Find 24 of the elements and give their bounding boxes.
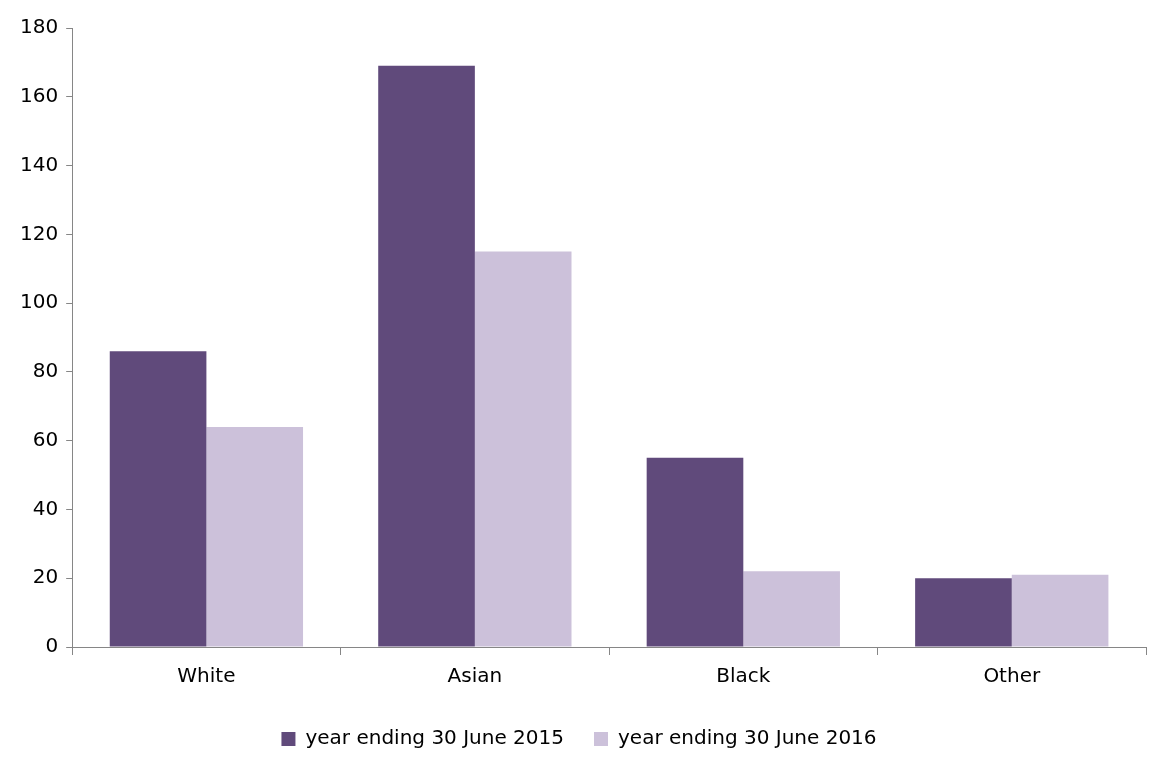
x-tick-label: White: [177, 663, 236, 688]
bar: [474, 251, 572, 647]
bar: [206, 426, 304, 647]
bar: [109, 351, 207, 647]
legend-label: year ending 30 June 2015: [305, 725, 565, 750]
y-tick-label: 0: [45, 633, 59, 658]
y-tick-label: 160: [19, 82, 59, 107]
y-tick-label: 100: [19, 289, 59, 314]
bar: [646, 457, 744, 647]
x-tick-label: Black: [716, 663, 771, 688]
y-tick-label: 80: [32, 358, 59, 383]
bar: [378, 65, 475, 647]
bar: [1011, 574, 1109, 647]
x-tick-label: Asian: [447, 663, 503, 688]
bar: [915, 578, 1012, 647]
bar: [743, 571, 840, 647]
y-tick-label: 120: [19, 220, 59, 245]
y-tick-label: 40: [32, 495, 59, 520]
y-tick-label: 140: [19, 151, 59, 176]
y-tick-label: 180: [19, 14, 59, 39]
y-tick-label: 60: [32, 426, 59, 451]
legend-label: year ending 30 June 2016: [618, 725, 877, 750]
y-tick-label: 20: [32, 564, 59, 589]
x-tick-label: Other: [983, 663, 1041, 688]
